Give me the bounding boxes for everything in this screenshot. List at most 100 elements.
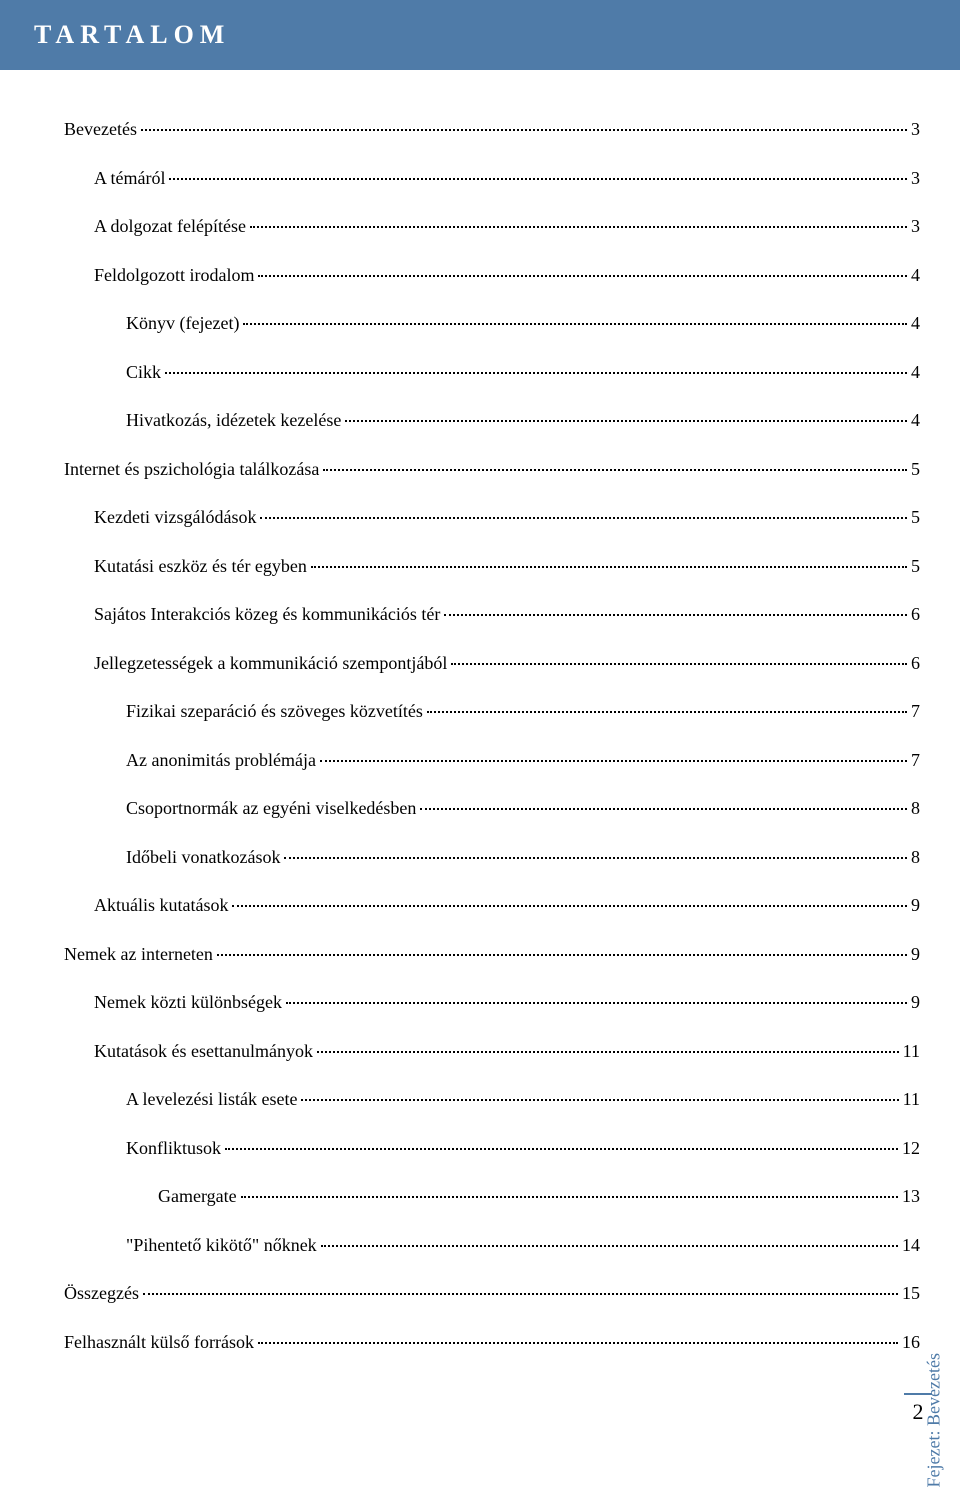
toc-label: Kezdeti vizsgálódások [94, 506, 256, 529]
toc-label: Internet és pszichológia találkozása [64, 458, 319, 481]
toc-label: Kutatási eszköz és tér egyben [94, 555, 307, 578]
toc-leader-dots [141, 129, 907, 131]
toc-label: Fizikai szeparáció és szöveges közvetíté… [126, 700, 423, 723]
toc-page-number: 4 [911, 409, 920, 432]
toc-page-number: 3 [911, 118, 920, 141]
toc-page-number: 6 [911, 652, 920, 675]
toc-row: Feldolgozott irodalom 4 [64, 264, 920, 313]
toc-row: Nemek az interneten 9 [64, 943, 920, 992]
toc-page-number: 4 [911, 264, 920, 287]
toc-leader-dots [225, 1148, 898, 1150]
toc-row: Sajátos Interakciós közeg és kommunikáci… [64, 603, 920, 652]
toc-row: Jellegzetességek a kommunikáció szempont… [64, 652, 920, 701]
toc-leader-dots [243, 323, 907, 325]
toc-page-number: 5 [911, 555, 920, 578]
toc-page-number: 7 [911, 700, 920, 723]
page-title: TARTALOM [34, 20, 230, 50]
toc-page-number: 12 [902, 1137, 920, 1160]
toc-label: Sajátos Interakciós közeg és kommunikáci… [94, 603, 440, 626]
toc-row: Kezdeti vizsgálódások 5 [64, 506, 920, 555]
toc-row: Könyv (fejezet) 4 [64, 312, 920, 361]
toc-label: Feldolgozott irodalom [94, 264, 254, 287]
toc-page-number: 8 [911, 797, 920, 820]
toc-row: Bevezetés 3 [64, 118, 920, 167]
toc-label: Összegzés [64, 1282, 139, 1305]
toc-leader-dots [301, 1099, 898, 1101]
toc-leader-dots [169, 178, 907, 180]
toc-row: Nemek közti különbségek 9 [64, 991, 920, 1040]
toc-page-number: 13 [902, 1185, 920, 1208]
toc-page-number: 9 [911, 991, 920, 1014]
toc-leader-dots [286, 1002, 907, 1004]
toc-label: Konfliktusok [126, 1137, 221, 1160]
toc-page-number: 11 [903, 1040, 920, 1063]
toc-page-number: 8 [911, 846, 920, 869]
toc-leader-dots [321, 1245, 898, 1247]
toc-row: Aktuális kutatások 9 [64, 894, 920, 943]
toc-leader-dots [420, 808, 907, 810]
toc-label: Az anonimitás problémája [126, 749, 316, 772]
toc-page-number: 9 [911, 894, 920, 917]
toc-page-number: 5 [911, 506, 920, 529]
toc-label: Kutatások és esettanulmányok [94, 1040, 313, 1063]
toc-label: Bevezetés [64, 118, 137, 141]
toc-row: Időbeli vonatkozások 8 [64, 846, 920, 895]
toc-label: Gamergate [158, 1185, 237, 1208]
toc-page-number: 15 [902, 1282, 920, 1305]
toc-row: Kutatások és esettanulmányok 11 [64, 1040, 920, 1089]
toc-page-number: 5 [911, 458, 920, 481]
toc-leader-dots [258, 1342, 898, 1344]
toc-page-number: 4 [911, 361, 920, 384]
toc-label: Aktuális kutatások [94, 894, 228, 917]
toc-row: "Pihentető kikötő" nőknek 14 [64, 1234, 920, 1283]
toc-leader-dots [320, 760, 907, 762]
toc-page-number: 3 [911, 167, 920, 190]
toc-page-number: 3 [911, 215, 920, 238]
toc-label: A témáról [94, 167, 165, 190]
toc-row: Összegzés 15 [64, 1282, 920, 1331]
toc-label: Felhasznált külső források [64, 1331, 254, 1354]
toc-label: "Pihentető kikötő" nőknek [126, 1234, 317, 1257]
toc-leader-dots [217, 954, 907, 956]
toc-leader-dots [250, 226, 907, 228]
toc-row: A dolgozat felépítése 3 [64, 215, 920, 264]
toc-page-number: 11 [903, 1088, 920, 1111]
toc-label: Nemek közti különbségek [94, 991, 282, 1014]
toc-label: Hivatkozás, idézetek kezelése [126, 409, 341, 432]
toc-leader-dots [241, 1196, 898, 1198]
toc-row: A levelezési listák esete 11 [64, 1088, 920, 1137]
toc-page-number: 16 [902, 1331, 920, 1354]
toc-leader-dots [323, 469, 907, 471]
toc-row: Kutatási eszköz és tér egyben 5 [64, 555, 920, 604]
toc-row: Felhasznált külső források 16 [64, 1331, 920, 1380]
toc-row: Hivatkozás, idézetek kezelése 4 [64, 409, 920, 458]
page-number: 2 [904, 1393, 932, 1425]
toc-leader-dots [311, 566, 907, 568]
toc-row: Konfliktusok 12 [64, 1137, 920, 1186]
toc-leader-dots [345, 420, 907, 422]
table-of-contents: Bevezetés 3A témáról 3A dolgozat felépít… [64, 118, 920, 1379]
toc-label: Időbeli vonatkozások [126, 846, 280, 869]
toc-label: Csoportnormák az egyéni viselkedésben [126, 797, 416, 820]
toc-row: Az anonimitás problémája 7 [64, 749, 920, 798]
toc-row: Cikk 4 [64, 361, 920, 410]
toc-leader-dots [427, 711, 907, 713]
toc-row: Gamergate 13 [64, 1185, 920, 1234]
toc-label: Cikk [126, 361, 161, 384]
toc-label: Nemek az interneten [64, 943, 213, 966]
toc-leader-dots [143, 1293, 898, 1295]
toc-leader-dots [260, 517, 907, 519]
toc-leader-dots [232, 905, 907, 907]
toc-row: Fizikai szeparáció és szöveges közvetíté… [64, 700, 920, 749]
toc-page-number: 14 [902, 1234, 920, 1257]
toc-leader-dots [317, 1051, 899, 1053]
toc-leader-dots [451, 663, 907, 665]
toc-leader-dots [284, 857, 907, 859]
toc-page-number: 9 [911, 943, 920, 966]
toc-label: A levelezési listák esete [126, 1088, 297, 1111]
toc-page-number: 7 [911, 749, 920, 772]
toc-leader-dots [444, 614, 907, 616]
toc-label: Jellegzetességek a kommunikáció szempont… [94, 652, 447, 675]
toc-page-number: 4 [911, 312, 920, 335]
toc-label: A dolgozat felépítése [94, 215, 246, 238]
